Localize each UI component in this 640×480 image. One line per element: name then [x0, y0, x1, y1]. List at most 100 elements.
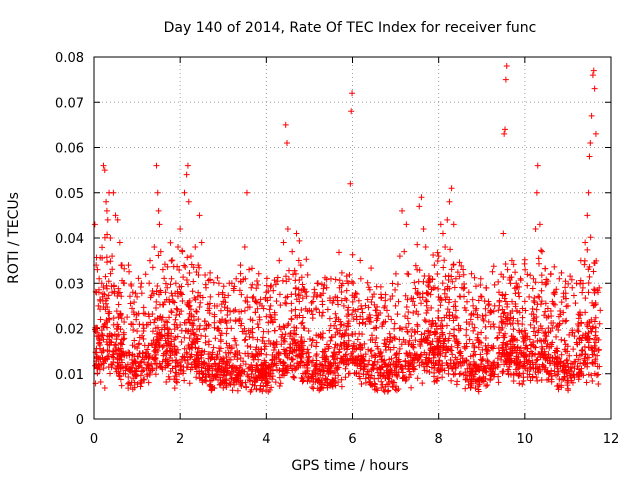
data-point-bg: [470, 311, 477, 318]
data-point: [503, 63, 510, 70]
data-point-bg: [220, 384, 227, 391]
data-point-bg: [494, 355, 501, 362]
data-point-bg: [366, 286, 373, 293]
data-point-bg: [211, 313, 218, 320]
data-point-bg: [335, 379, 342, 386]
data-point-bg: [482, 312, 489, 319]
data-point-bg: [445, 335, 452, 342]
data-point-bg: [387, 361, 394, 368]
data-point-bg: [430, 252, 437, 259]
data-point-bg: [154, 324, 161, 331]
data-point-bg: [119, 341, 126, 348]
data-point-bg: [163, 379, 170, 385]
data-point-bg: [519, 333, 526, 340]
data-point-bg: [164, 319, 171, 326]
data-point: [175, 244, 182, 251]
data-point-bg: [151, 316, 158, 323]
data-point-bg: [95, 362, 102, 369]
data-point-bg: [358, 305, 365, 312]
data-point-bg: [577, 360, 584, 367]
data-point-bg: [143, 350, 150, 357]
data-point-bg: [205, 277, 212, 284]
data-point-bg: [421, 316, 428, 323]
data-point-bg: [580, 372, 587, 379]
data-point-bg: [309, 357, 316, 364]
data-point-bg: [268, 384, 275, 391]
data-point-bg: [533, 357, 540, 364]
data-point-bg: [140, 310, 147, 317]
data-point-bg: [138, 380, 145, 387]
data-point-bg: [126, 293, 133, 300]
data-point: [403, 221, 410, 228]
data-point-bg: [485, 302, 492, 309]
data-point-bg: [124, 361, 131, 368]
data-point-bg: [543, 343, 550, 350]
data-point-bg: [185, 360, 192, 367]
data-point-bg: [100, 358, 107, 365]
data-point-bg: [570, 292, 577, 299]
data-point-bg: [483, 346, 490, 353]
data-point-bg: [389, 293, 396, 300]
x-tick-label: 12: [603, 432, 620, 447]
data-point-bg: [448, 377, 455, 384]
data-point-bg: [195, 272, 202, 279]
data-point-bg: [434, 258, 441, 265]
data-point-bg: [423, 367, 430, 374]
data-point-bg: [592, 314, 599, 321]
data-point-bg: [500, 339, 507, 346]
data-point-bg: [208, 354, 215, 361]
data-point-bg: [122, 350, 129, 357]
data-point-bg: [532, 332, 539, 339]
data-point-bg: [511, 359, 518, 366]
data-point: [215, 280, 222, 287]
data-point-bg: [543, 369, 550, 376]
data-point-bg: [321, 281, 328, 288]
data-point-bg: [135, 275, 142, 282]
data-point-bg: [512, 290, 519, 297]
data-point-bg: [291, 346, 298, 353]
data-point-bg: [506, 353, 513, 360]
data-point-bg: [187, 319, 194, 326]
data-point-bg: [586, 335, 593, 342]
data-point-bg: [590, 268, 597, 275]
data-point-bg: [594, 287, 601, 294]
data-point-bg: [471, 274, 478, 281]
data-point-bg: [542, 265, 549, 272]
data-point-bg: [409, 365, 416, 372]
data-point-bg: [437, 350, 444, 357]
data-point-bg: [394, 281, 401, 288]
data-point-bg: [491, 323, 498, 330]
data-point-bg: [232, 351, 239, 358]
data-point-bg: [484, 381, 491, 388]
data-point-bg: [412, 337, 419, 344]
data-point-bg: [338, 376, 345, 383]
data-point-bg: [320, 290, 327, 297]
data-point-bg: [372, 352, 379, 359]
data-point-bg: [354, 356, 361, 363]
data-point-bg: [242, 361, 249, 368]
data-point-bg: [499, 306, 506, 313]
data-point-bg: [334, 294, 341, 301]
data-point-bg: [217, 319, 224, 326]
data-point-bg: [426, 318, 433, 325]
data-point-bg: [391, 325, 398, 332]
data-point-bg: [121, 318, 128, 325]
data-point-bg: [512, 301, 519, 308]
data-point-bg: [271, 309, 278, 316]
data-point-bg: [403, 376, 410, 383]
data-point-bg: [349, 349, 356, 356]
data-point-bg: [162, 356, 169, 363]
data-point: [156, 221, 163, 228]
data-point-bg: [100, 336, 107, 343]
data-point-bg: [160, 350, 167, 357]
data-point-bg: [254, 336, 261, 343]
data-point: [172, 280, 179, 287]
data-point-bg: [449, 312, 456, 319]
data-point-bg: [450, 371, 457, 378]
data-point: [450, 221, 457, 228]
data-point-bg: [434, 375, 441, 382]
data-point-bg: [558, 376, 565, 383]
data-point-bg: [283, 347, 290, 354]
data-point-bg: [583, 379, 590, 386]
data-point: [534, 162, 541, 169]
